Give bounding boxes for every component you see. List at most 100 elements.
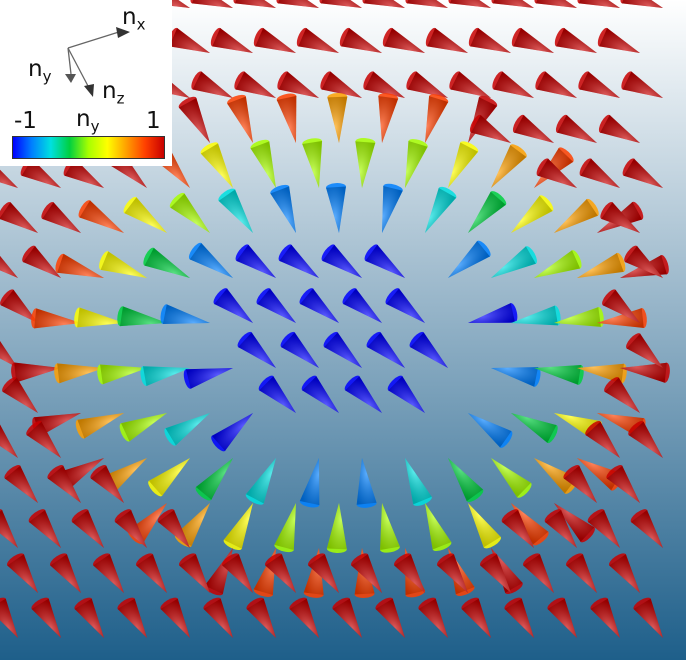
spin-arrow	[0, 597, 18, 638]
spin-arrow	[26, 421, 61, 458]
spin-arrow-shading	[577, 253, 624, 278]
spin-arrow-shading	[203, 598, 233, 638]
spin-arrow	[380, 503, 400, 553]
spin-arrow-shading	[223, 503, 253, 549]
spin-arrow	[468, 413, 513, 448]
spin-arrow	[598, 114, 640, 143]
axis-triad	[65, 27, 130, 97]
spin-arrow	[600, 201, 640, 233]
spin-arrow	[227, 94, 253, 143]
spin-arrow-shading	[620, 362, 667, 383]
spin-arrow	[253, 27, 296, 53]
spin-arrow	[289, 597, 319, 638]
colorbar	[12, 136, 165, 159]
spin-arrow-shading	[278, 71, 319, 98]
spin-arrow	[633, 597, 663, 638]
spin-arrow-shading	[200, 143, 233, 188]
spin-arrow-shading	[0, 202, 38, 233]
spin-arrow-shading	[579, 0, 620, 8]
spin-arrow-shading	[227, 96, 253, 143]
arrow-field	[0, 0, 670, 638]
spin-arrow-shading	[622, 0, 663, 8]
spin-arrow	[448, 458, 484, 503]
spin-arrow	[351, 553, 382, 593]
spin-arrow	[355, 138, 376, 188]
spin-arrow-shading	[502, 509, 534, 548]
spin-arrow-shading	[579, 71, 620, 98]
spin-arrow	[140, 366, 190, 386]
spin-arrow-shading	[626, 333, 663, 368]
spin-arrow-shading	[437, 554, 468, 593]
spin-arrow	[278, 244, 319, 278]
spin-arrow-shading	[14, 362, 61, 383]
spin-arrow	[22, 245, 61, 278]
spin-arrow-shading	[77, 307, 124, 328]
colorbar-title-sub: y	[90, 117, 100, 136]
spin-arrow-shading	[302, 141, 323, 188]
spin-arrow	[160, 304, 210, 325]
spin-arrow	[143, 247, 190, 278]
spin-arrow	[157, 509, 190, 548]
spin-arrow	[554, 503, 595, 543]
spin-arrow	[210, 27, 253, 53]
spin-arrow	[425, 503, 452, 551]
spin-arrow	[577, 0, 620, 8]
axis-z-sub: z	[116, 89, 125, 108]
spin-arrow	[218, 188, 253, 233]
spin-arrow-shading	[93, 554, 124, 593]
spin-arrow-shading	[554, 307, 601, 327]
spin-arrow	[491, 144, 527, 188]
spin-arrow	[327, 93, 348, 143]
spin-arrow-shading	[480, 554, 511, 593]
spin-arrow-shading	[425, 503, 452, 550]
spin-arrow	[563, 465, 597, 503]
spin-arrow	[250, 139, 276, 188]
spin-arrow	[364, 244, 405, 278]
spin-arrow	[308, 553, 339, 593]
spin-arrow	[97, 364, 147, 385]
spin-arrow-shading	[212, 28, 253, 53]
spin-arrow	[534, 0, 577, 8]
spin-arrow-shading	[90, 465, 124, 503]
spin-arrow-shading	[468, 413, 512, 448]
spin-arrow-shading	[356, 458, 377, 505]
spin-arrow-shading	[274, 503, 296, 551]
spin-arrow	[0, 509, 18, 548]
spin-arrow-shading	[299, 458, 320, 506]
spin-arrow	[246, 597, 276, 638]
spin-arrow-shading	[511, 305, 559, 326]
spin-arrow	[28, 509, 61, 548]
spin-arrow	[587, 509, 620, 548]
spin-arrow	[211, 413, 253, 452]
spin-arrow-shading	[536, 0, 577, 8]
spin-arrow	[50, 553, 81, 593]
spin-arrow	[7, 553, 38, 593]
spin-arrow-shading	[162, 304, 210, 324]
spin-arrow	[437, 553, 468, 593]
spin-arrow-shading	[514, 115, 554, 143]
spin-arrow-shading	[407, 71, 448, 98]
spin-arrow-shading	[511, 503, 549, 545]
spin-arrow	[344, 375, 382, 413]
spin-arrow	[78, 200, 124, 233]
spin-arrow	[276, 93, 297, 143]
spin-arrow-shading	[22, 246, 61, 278]
spin-arrow-shading	[513, 28, 554, 53]
spin-arrow-shading	[246, 598, 276, 638]
spin-arrow	[511, 195, 554, 233]
spin-arrow	[93, 553, 124, 593]
spin-arrow-shading	[491, 548, 523, 593]
colorbar-title-symbol: n	[76, 106, 91, 132]
spin-arrow-shading	[142, 366, 190, 386]
spin-arrow	[405, 458, 432, 506]
axis-z-symbol: n	[102, 78, 117, 104]
spin-arrow	[356, 458, 377, 508]
spin-arrow	[468, 303, 518, 323]
spin-arrow	[41, 201, 81, 233]
spin-arrow-shading	[42, 202, 81, 233]
spin-arrow	[301, 375, 339, 413]
spin-arrow	[302, 138, 323, 188]
spin-arrow	[577, 252, 626, 278]
spin-arrow-shading	[602, 289, 640, 323]
spin-arrow	[504, 597, 534, 638]
